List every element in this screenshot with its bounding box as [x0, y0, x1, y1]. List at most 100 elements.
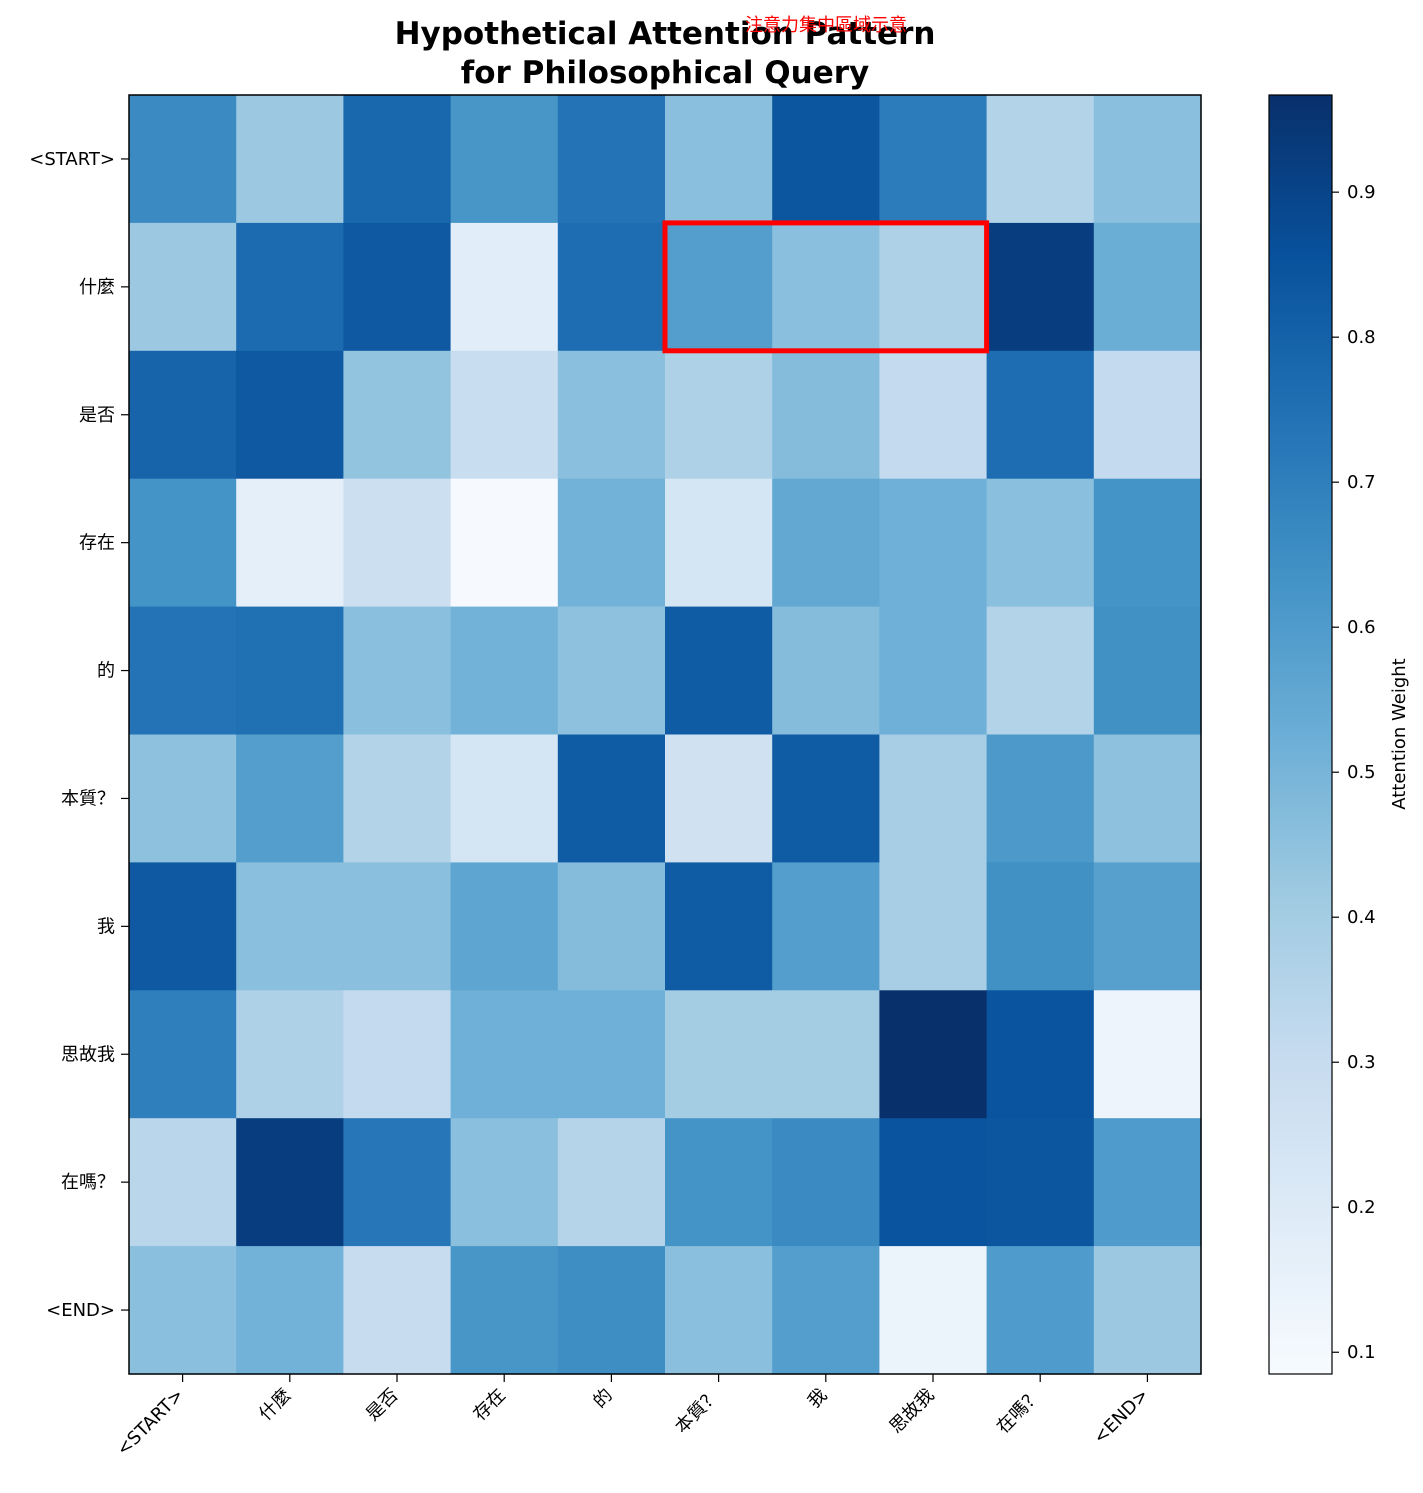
- colorbar-tick-label: 0.5: [1347, 762, 1376, 783]
- heatmap-cell: [236, 862, 344, 991]
- x-tick-label: <END>: [1089, 1385, 1153, 1449]
- heatmap-cell: [236, 1118, 344, 1247]
- heatmap-cell: [557, 222, 666, 352]
- heatmap-cell: [236, 478, 344, 608]
- colorbar-tick-label: 0.1: [1347, 1342, 1376, 1363]
- heatmap-cell: [129, 1246, 237, 1375]
- heatmap-cell: [129, 478, 237, 608]
- heatmap-cell: [772, 95, 880, 224]
- heatmap-cell: [1093, 862, 1202, 991]
- heatmap-cell: [665, 222, 773, 352]
- heatmap-cell: [772, 350, 880, 480]
- heatmap-cell: [343, 862, 452, 991]
- y-tick-label: 在嗎？: [61, 1172, 115, 1193]
- heatmap-cell: [343, 350, 452, 480]
- heatmap-cell: [236, 222, 344, 352]
- heatmap-cell: [129, 862, 237, 991]
- heatmap-cell: [450, 478, 559, 608]
- y-tick-label: 什麼: [79, 277, 115, 298]
- colorbar-tick-label: 0.3: [1347, 1052, 1376, 1073]
- heatmap-cell: [236, 990, 344, 1119]
- heatmap-cell: [1093, 990, 1202, 1119]
- heatmap-cell: [129, 222, 237, 352]
- colorbar-ticks: 0.1 0.2 0.3 0.4 0.5 0.6 0.7 0.8 0.9: [1332, 182, 1376, 1363]
- heatmap-cell: [1093, 95, 1202, 224]
- heatmap-cell: [879, 734, 988, 863]
- heatmap-cell: [986, 734, 1095, 863]
- heatmap-cell: [879, 606, 988, 736]
- colorbar-label: Attention Weight: [1389, 658, 1410, 810]
- heatmap-cell: [343, 990, 452, 1119]
- heatmap-cell: [557, 734, 666, 863]
- heatmap-cell: [557, 478, 666, 608]
- heatmap-cell: [986, 862, 1095, 991]
- heatmap-cell: [129, 1118, 237, 1247]
- x-axis: <START> 什麼 是否 存在 的 本質？ 我 思故我 在嗎？ <END>: [113, 1374, 1153, 1460]
- colorbar-tick-label: 0.9: [1347, 182, 1376, 203]
- heatmap-cell: [129, 990, 237, 1119]
- heatmap-cell: [1093, 350, 1202, 480]
- heatmap-cell: [450, 606, 559, 736]
- heatmap-cell: [879, 1118, 988, 1247]
- heatmap-cell: [772, 990, 880, 1119]
- heatmap-cell: [879, 350, 988, 480]
- heatmap-cell: [343, 478, 452, 608]
- heatmap-cell: [772, 1118, 880, 1247]
- heatmap-cell: [236, 606, 344, 736]
- heatmap-cell: [772, 734, 880, 863]
- heatmap-cell: [986, 222, 1095, 352]
- y-tick-label: <START>: [29, 149, 115, 170]
- colorbar-tick-label: 0.8: [1347, 327, 1376, 348]
- heatmap-cell: [1093, 1246, 1202, 1375]
- heatmap-cell: [879, 95, 988, 224]
- heatmap-cell: [986, 478, 1095, 608]
- heatmap-cell: [343, 734, 452, 863]
- highlight-layer: [662, 220, 990, 354]
- x-tick-label: 在嗎？: [993, 1385, 1046, 1438]
- x-tick-label: <START>: [113, 1385, 188, 1460]
- heatmap-cell: [450, 222, 559, 352]
- heatmap-cell: [236, 95, 344, 224]
- heatmap-cell: [665, 350, 773, 480]
- heatmap-cell: [1093, 734, 1202, 863]
- heatmap-cell: [450, 862, 559, 991]
- heatmap-cell: [665, 1118, 773, 1247]
- heatmap-cell: [665, 1246, 773, 1375]
- heatmap-cell: [772, 1246, 880, 1375]
- heatmap-cell: [343, 1118, 452, 1247]
- heatmap-cell: [1093, 606, 1202, 736]
- colorbar-tick-label: 0.4: [1347, 907, 1376, 928]
- heatmap-cell: [450, 95, 559, 224]
- y-tick-label: 我: [97, 916, 115, 937]
- heatmap-cell: [343, 606, 452, 736]
- heatmap-cell: [772, 862, 880, 991]
- heatmap-cell: [450, 734, 559, 863]
- x-tick-label: 的: [589, 1385, 617, 1413]
- heatmap-cell: [557, 606, 666, 736]
- heatmap-cell: [129, 350, 237, 480]
- heatmap-cell: [665, 606, 773, 736]
- heatmap-cell: [986, 350, 1095, 480]
- y-tick-label: 本質？: [61, 788, 115, 809]
- heatmap-cell: [879, 990, 988, 1119]
- highlight-box: [662, 220, 990, 354]
- heatmap-cell: [557, 990, 666, 1119]
- x-tick-label: 是否: [362, 1385, 402, 1425]
- heatmap-cell: [879, 1246, 988, 1375]
- y-tick-label: 思故我: [61, 1044, 115, 1065]
- heatmap-cell: [343, 1246, 452, 1375]
- heatmap-cell: [879, 478, 988, 608]
- heatmap-cell: [772, 606, 880, 736]
- x-tick-label: 思故我: [886, 1385, 939, 1438]
- heatmap-cell: [236, 734, 344, 863]
- y-tick-label: 存在: [79, 533, 115, 554]
- heatmap-cell: [557, 1246, 666, 1375]
- heatmap-cell: [343, 95, 452, 224]
- heatmap-cell: [986, 990, 1095, 1119]
- heatmap-cell: [450, 990, 559, 1119]
- colorbar-tick-label: 0.6: [1347, 617, 1376, 638]
- x-tick-label: 存在: [469, 1385, 509, 1425]
- heatmap-cell: [665, 478, 773, 608]
- y-tick-label: 是否: [79, 405, 115, 426]
